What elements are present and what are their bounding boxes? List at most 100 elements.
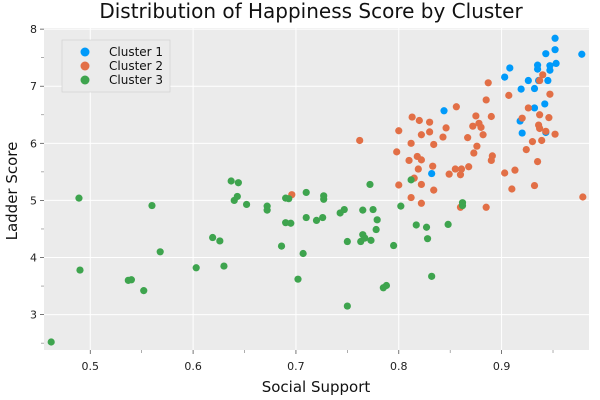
data-point bbox=[426, 118, 434, 126]
data-point bbox=[312, 216, 321, 225]
data-point bbox=[428, 169, 436, 178]
data-points bbox=[47, 34, 587, 346]
data-point bbox=[530, 84, 539, 93]
data-point bbox=[417, 156, 425, 164]
data-point bbox=[430, 140, 438, 149]
data-point bbox=[285, 195, 293, 203]
data-point bbox=[546, 90, 554, 98]
data-point bbox=[408, 113, 416, 121]
y-tick-label: 7 bbox=[30, 80, 37, 93]
data-point bbox=[470, 149, 478, 157]
data-point bbox=[156, 248, 164, 256]
data-point bbox=[442, 124, 450, 132]
data-point bbox=[405, 156, 413, 165]
data-point bbox=[397, 202, 405, 210]
data-point bbox=[75, 194, 83, 202]
legend-label-cluster-2: Cluster 2 bbox=[109, 59, 163, 73]
data-point bbox=[140, 287, 148, 295]
data-point bbox=[469, 122, 477, 130]
data-point bbox=[209, 233, 217, 242]
data-point bbox=[242, 200, 251, 209]
data-point bbox=[522, 146, 530, 154]
data-point bbox=[343, 237, 351, 246]
data-point bbox=[533, 65, 542, 73]
data-point bbox=[452, 103, 460, 111]
data-point bbox=[511, 166, 519, 174]
data-point bbox=[464, 134, 472, 142]
data-point bbox=[542, 127, 550, 135]
data-point bbox=[356, 136, 364, 145]
data-point bbox=[458, 201, 467, 210]
series-cluster-2 bbox=[288, 71, 587, 211]
data-point bbox=[465, 163, 473, 171]
data-point bbox=[501, 169, 509, 177]
data-point bbox=[552, 59, 560, 67]
y-tick-label: 4 bbox=[30, 252, 37, 265]
data-point bbox=[445, 170, 453, 178]
data-point bbox=[541, 100, 549, 108]
data-point bbox=[542, 50, 550, 58]
data-point bbox=[367, 236, 375, 244]
data-point bbox=[47, 338, 55, 346]
grid-lines bbox=[44, 28, 589, 350]
data-point bbox=[538, 136, 546, 145]
data-point bbox=[477, 123, 485, 131]
data-point bbox=[233, 192, 241, 201]
chart-title: Distribution of Happiness Score by Clust… bbox=[99, 0, 523, 23]
series-cluster-3 bbox=[47, 176, 467, 346]
data-point bbox=[482, 203, 490, 211]
legend-marker-cluster-1 bbox=[80, 47, 90, 57]
data-point bbox=[439, 133, 447, 141]
data-point bbox=[127, 276, 136, 284]
data-point bbox=[369, 205, 377, 214]
data-point bbox=[456, 171, 465, 179]
data-point bbox=[417, 131, 425, 139]
data-point bbox=[551, 46, 559, 54]
data-point bbox=[366, 180, 374, 189]
data-point bbox=[579, 193, 587, 201]
data-point bbox=[234, 179, 242, 187]
data-point bbox=[359, 206, 367, 214]
y-tick-label: 5 bbox=[30, 194, 37, 207]
data-point bbox=[487, 156, 495, 165]
data-point bbox=[533, 157, 542, 166]
data-point bbox=[487, 112, 495, 121]
data-point bbox=[415, 116, 423, 125]
data-point bbox=[551, 34, 559, 42]
data-point bbox=[263, 206, 271, 214]
data-point bbox=[551, 130, 559, 138]
data-point bbox=[407, 139, 415, 147]
data-point bbox=[426, 128, 434, 136]
data-point bbox=[518, 129, 526, 137]
data-point bbox=[536, 111, 544, 119]
data-point bbox=[343, 302, 351, 310]
legend-marker-cluster-2 bbox=[80, 61, 90, 71]
data-point bbox=[518, 114, 526, 122]
data-point bbox=[422, 223, 431, 231]
legend: Cluster 1 Cluster 2 Cluster 3 bbox=[61, 39, 171, 93]
data-point bbox=[192, 264, 200, 272]
data-point bbox=[148, 201, 156, 210]
data-point bbox=[517, 85, 525, 93]
legend-item-cluster-2: Cluster 2 bbox=[80, 59, 163, 73]
data-point bbox=[444, 220, 452, 228]
data-point bbox=[479, 131, 487, 139]
y-tick-label: 6 bbox=[30, 137, 37, 150]
data-point bbox=[216, 237, 224, 245]
axis-ticks: 0.5 0.6 0.7 0.8 0.9 3 4 5 6 7 8 bbox=[30, 23, 554, 373]
data-point bbox=[412, 221, 420, 229]
data-point bbox=[528, 138, 537, 146]
y-axis-label: Ladder Score bbox=[3, 142, 21, 241]
data-point bbox=[482, 96, 490, 104]
data-point bbox=[294, 275, 302, 283]
data-point bbox=[457, 165, 466, 173]
series-cluster-1 bbox=[428, 34, 586, 178]
data-point bbox=[451, 165, 459, 173]
data-point bbox=[428, 272, 436, 280]
legend-item-cluster-3: Cluster 3 bbox=[80, 73, 163, 87]
legend-label-cluster-1: Cluster 1 bbox=[109, 45, 163, 59]
y-tick-label: 8 bbox=[30, 23, 37, 36]
x-axis-label: Social Support bbox=[262, 378, 371, 396]
data-point bbox=[536, 124, 544, 133]
data-point bbox=[530, 104, 539, 112]
